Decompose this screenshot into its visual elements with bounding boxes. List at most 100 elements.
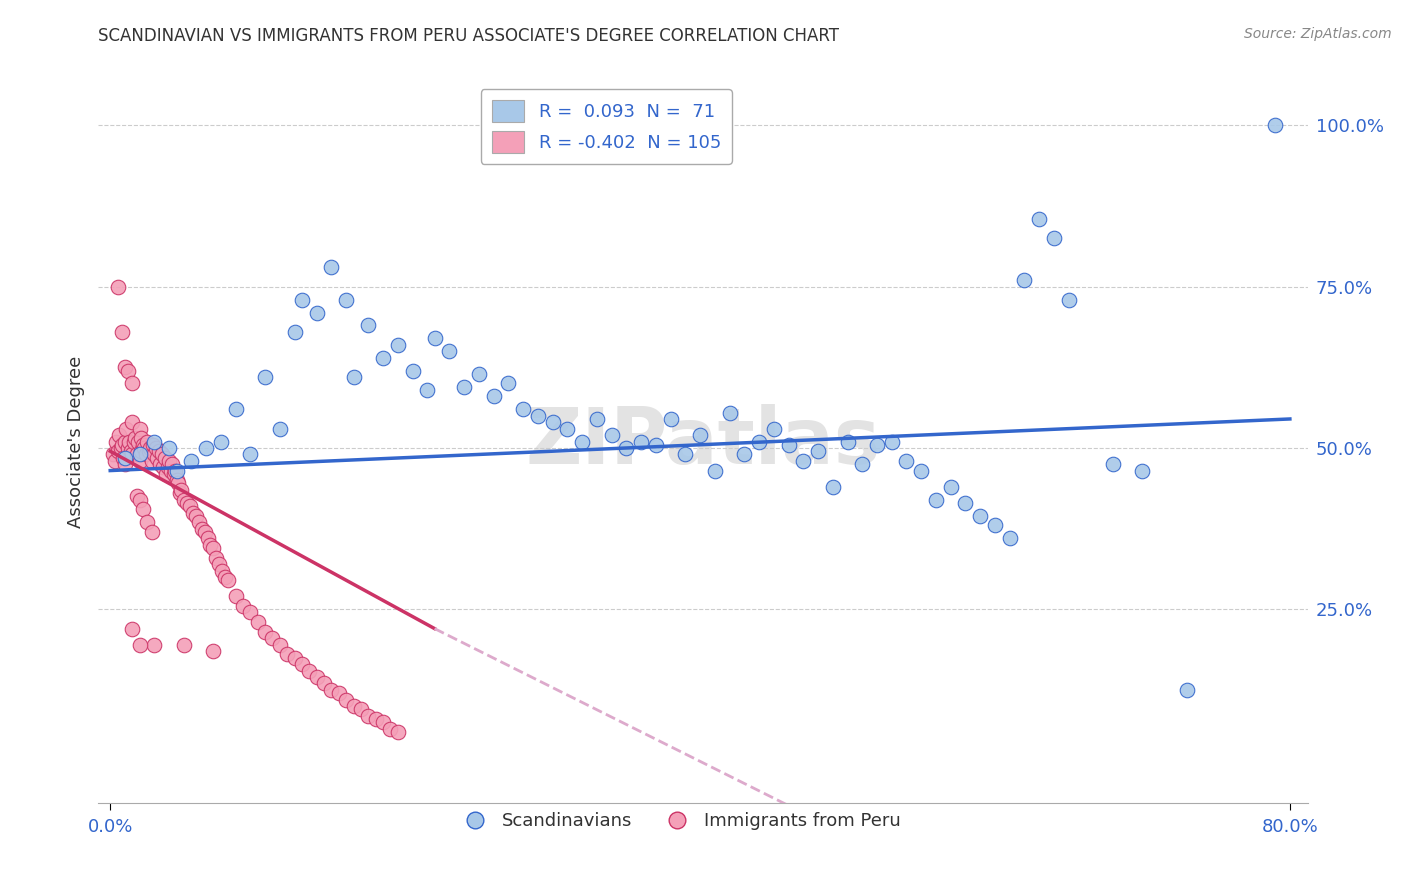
Point [225,402,247,417]
Point [129,431,152,445]
Point [170,483,193,497]
Point [364,712,387,726]
Point [131,502,153,516]
Point [762,422,785,436]
Point [254,370,277,384]
Point [291,657,314,672]
Point [150,447,173,461]
Point [114,457,136,471]
Point [541,415,564,429]
Point [159,464,181,478]
Point [114,450,136,465]
Point [527,409,550,423]
Point [689,428,711,442]
Point [149,457,172,471]
Point [673,447,696,461]
Point [955,496,977,510]
Point [342,370,364,384]
Point [166,464,188,478]
Point [107,279,129,293]
Point [136,515,159,529]
Point [453,380,475,394]
Point [557,422,579,436]
Point [197,531,219,545]
Point [246,615,269,630]
Point [482,389,505,403]
Point [128,492,150,507]
Point [166,473,188,487]
Point [305,305,328,319]
Point [143,434,166,449]
Point [335,692,357,706]
Point [165,464,187,478]
Point [211,564,233,578]
Point [157,441,180,455]
Point [644,438,666,452]
Point [118,434,141,449]
Point [335,293,357,307]
Point [283,325,305,339]
Point [600,428,623,442]
Point [925,492,948,507]
Point [468,367,491,381]
Point [173,492,195,507]
Point [125,489,148,503]
Point [866,438,889,452]
Point [718,405,741,419]
Point [173,638,195,652]
Point [187,515,209,529]
Point [630,434,652,449]
Point [1028,211,1050,226]
Point [157,454,180,468]
Point [135,447,157,461]
Point [254,624,277,639]
Point [939,480,962,494]
Point [703,464,725,478]
Point [152,460,174,475]
Point [156,460,179,475]
Point [180,454,202,468]
Point [128,447,150,461]
Point [202,644,225,658]
Point [145,441,167,455]
Point [114,360,136,375]
Point [416,383,439,397]
Legend: Scandinavians, Immigrants from Peru: Scandinavians, Immigrants from Peru [450,805,908,837]
Point [1175,682,1198,697]
Point [139,441,162,455]
Point [155,467,177,481]
Point [117,441,139,455]
Point [312,676,335,690]
Point [184,508,207,523]
Point [792,454,814,468]
Point [276,648,298,662]
Point [880,434,903,449]
Point [110,441,132,455]
Point [127,434,149,449]
Point [143,447,166,461]
Y-axis label: Associate's Degree: Associate's Degree [66,355,84,528]
Point [121,447,143,461]
Point [136,434,159,449]
Point [910,464,932,478]
Point [111,325,134,339]
Point [357,318,380,333]
Point [190,522,212,536]
Point [160,457,183,471]
Point [778,438,800,452]
Point [179,499,201,513]
Point [122,434,145,449]
Point [112,450,135,465]
Point [269,638,291,652]
Text: SCANDINAVIAN VS IMMIGRANTS FROM PERU ASSOCIATE'S DEGREE CORRELATION CHART: SCANDINAVIAN VS IMMIGRANTS FROM PERU ASS… [98,27,839,45]
Point [1057,293,1080,307]
Point [205,550,228,565]
Point [195,441,218,455]
Point [232,599,254,613]
Text: ZIPatlas: ZIPatlas [526,403,880,480]
Point [998,531,1021,545]
Point [181,506,204,520]
Point [614,441,637,455]
Point [141,524,163,539]
Point [969,508,991,523]
